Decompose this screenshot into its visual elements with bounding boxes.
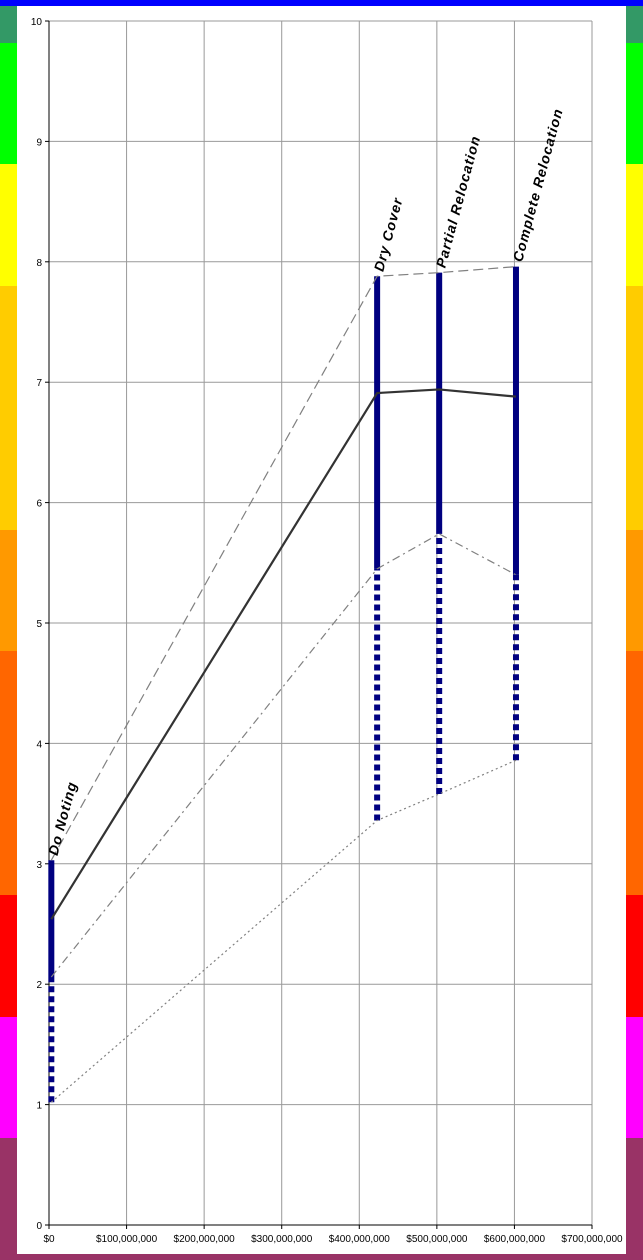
left-scale-band (0, 286, 17, 408)
series-line-max (50, 266, 517, 861)
right-scale-band (626, 1016, 643, 1139)
right-color-scale (626, 0, 643, 1260)
right-scale-band (626, 0, 643, 43)
y-tick-label: 9 (36, 137, 42, 148)
y-tick-label: 2 (36, 980, 42, 991)
right-scale-band (626, 164, 643, 287)
left-scale-band (0, 1016, 17, 1139)
right-scale-band (626, 286, 643, 408)
left-scale-band (0, 651, 17, 774)
right-scale-band (626, 529, 643, 652)
right-scale-band (626, 407, 643, 530)
x-tick-label: $200,000,000 (174, 1234, 236, 1245)
left-scale-band (0, 42, 17, 165)
x-tick-label: $400,000,000 (329, 1234, 391, 1245)
x-tick-label: $600,000,000 (484, 1234, 546, 1245)
x-tick-label: $0 (43, 1234, 55, 1245)
x-tick-label: $500,000,000 (406, 1234, 468, 1245)
left-scale-band (0, 0, 17, 43)
x-tick-label: $300,000,000 (251, 1234, 313, 1245)
left-scale-band (0, 407, 17, 530)
left-color-scale (0, 0, 17, 1260)
y-tick-label: 6 (36, 499, 42, 510)
y-tick-label: 3 (36, 860, 42, 871)
series-line-mean (50, 388, 517, 920)
top-rule (0, 0, 643, 6)
left-scale-band (0, 164, 17, 287)
left-scale-band (0, 1138, 17, 1260)
y-tick-label: 8 (36, 258, 42, 269)
bottom-rule (0, 1254, 643, 1260)
y-tick-label: 1 (36, 1101, 42, 1112)
y-tick-label: 0 (36, 1221, 42, 1232)
y-tick-label: 5 (36, 619, 42, 630)
right-scale-band (626, 773, 643, 895)
left-scale-band (0, 894, 17, 1017)
y-tick-label: 10 (31, 17, 43, 28)
left-scale-band (0, 529, 17, 652)
plot-background (17, 6, 626, 1254)
series-line-upper (50, 533, 517, 978)
y-tick-label: 7 (36, 378, 42, 389)
y-tick-label: 4 (36, 739, 42, 750)
right-scale-band (626, 1138, 643, 1260)
x-tick-label: $100,000,000 (96, 1234, 158, 1245)
right-scale-band (626, 894, 643, 1017)
series-line-lower (50, 759, 517, 1103)
x-tick-label: $700,000,000 (561, 1234, 623, 1245)
right-scale-band (626, 42, 643, 165)
left-scale-band (0, 773, 17, 895)
right-scale-band (626, 651, 643, 774)
